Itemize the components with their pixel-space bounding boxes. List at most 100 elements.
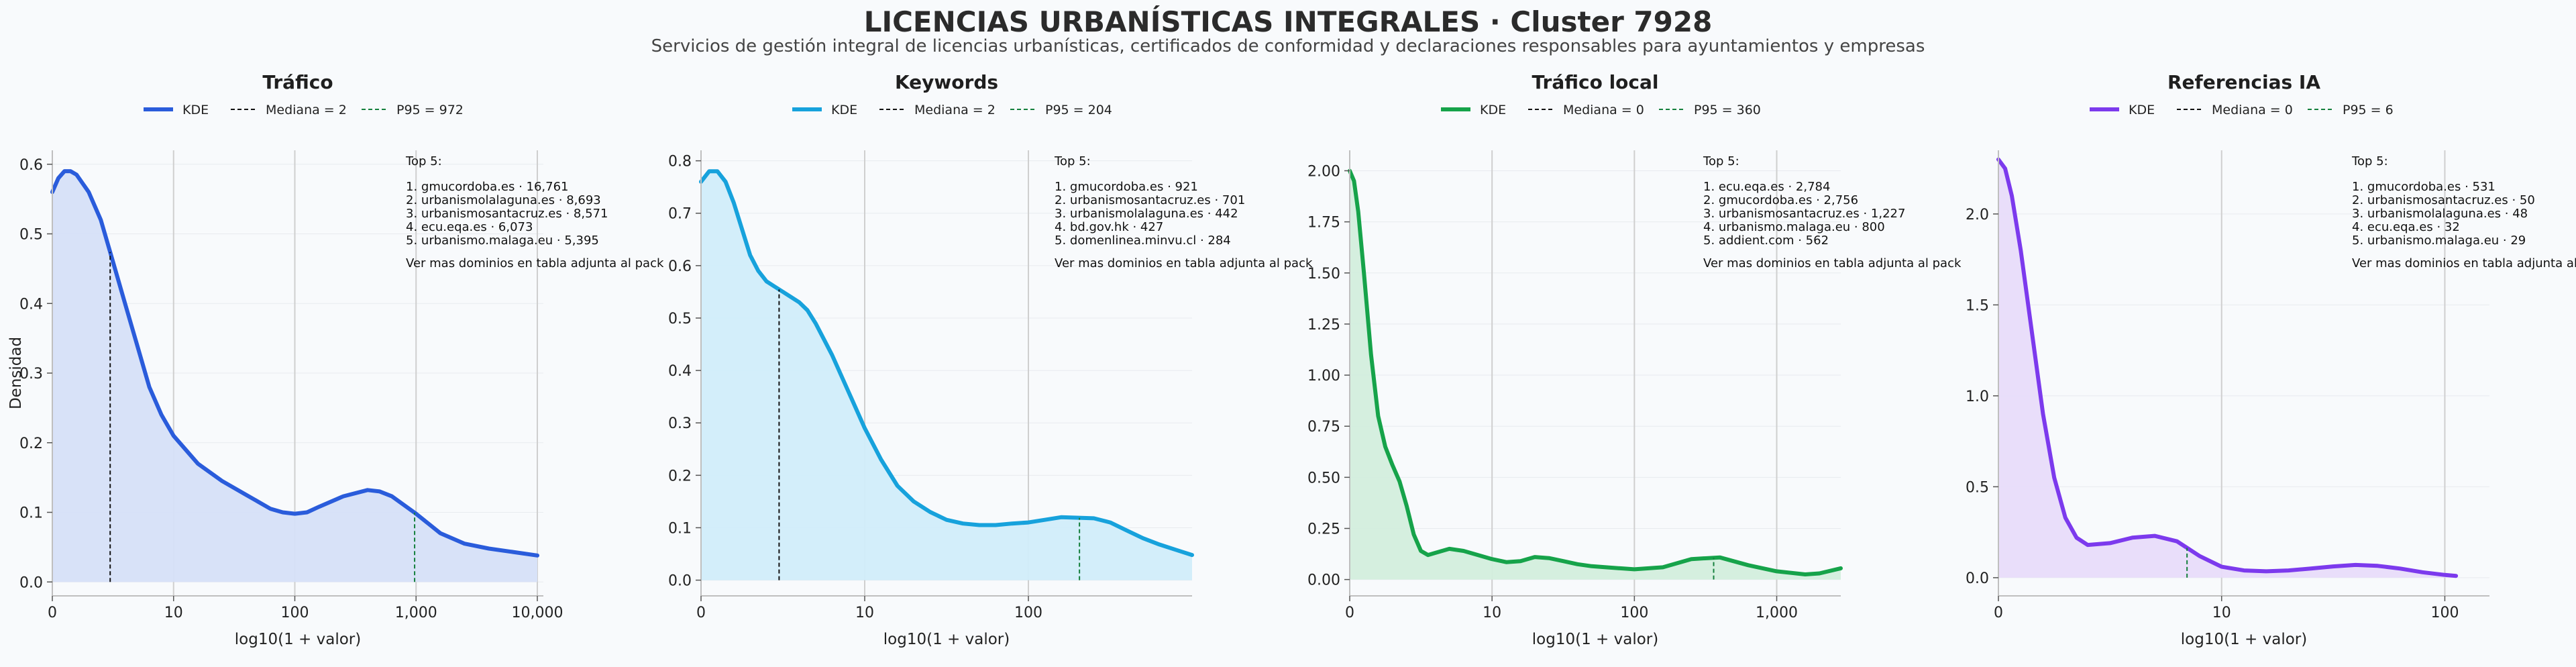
x-tick-label: 10 xyxy=(2212,605,2231,621)
y-tick-label: 0.3 xyxy=(668,415,692,432)
y-tick-label: 0.5 xyxy=(1966,479,1989,496)
top5-title: Top 5: xyxy=(1703,154,1739,168)
top5-item: 3. urbanismolalaguna.es · 48 xyxy=(2352,207,2528,221)
y-tick-label: 0.3 xyxy=(19,366,43,382)
legend-median-label: Mediana = 0 xyxy=(2212,103,2293,117)
top5-item: 3. urbanismosantacruz.es · 1,227 xyxy=(1703,207,1905,221)
top5-item: 2. urbanismosantacruz.es · 701 xyxy=(1055,193,1245,207)
y-tick-label: 0.2 xyxy=(668,468,692,484)
top5-item: 1. gmucordoba.es · 16,761 xyxy=(406,180,568,194)
x-axis-label: log10(1 + valor) xyxy=(883,631,1010,648)
x-tick-label: 10 xyxy=(1483,605,1501,621)
kde-area xyxy=(1350,170,1841,580)
legend: KDE Mediana = 2 P95 = 204 xyxy=(792,103,1112,117)
legend: KDE Mediana = 0 P95 = 360 xyxy=(1441,103,1761,117)
y-tick-label: 0.50 xyxy=(1307,470,1340,486)
x-tick-label: 1,000 xyxy=(1756,605,1798,621)
y-tick-label: 0.7 xyxy=(668,206,692,223)
y-tick-label: 0.1 xyxy=(668,520,692,537)
top5-note: Ver mas dominios en tabla adjunta al pac… xyxy=(406,256,664,270)
chart-1: Tráfico KDE Mediana = 2 P95 = 972 0.0 0.1 0.2 0… xyxy=(7,71,664,648)
top5-item: 5. urbanismo.malaga.eu · 29 xyxy=(2352,234,2526,248)
x-tick-label: 0 xyxy=(1345,605,1354,621)
y-tick-label: 2.0 xyxy=(1966,207,1989,223)
y-tick-label: 0.6 xyxy=(19,157,43,174)
y-tick-label: 0.6 xyxy=(668,258,692,275)
top5-title: Top 5: xyxy=(405,154,442,168)
x-tick-label: 10,000 xyxy=(511,605,563,621)
legend-p95-label: P95 = 204 xyxy=(1045,103,1112,117)
page-title: LICENCIAS URBANÍSTICAS INTEGRALES · Clus… xyxy=(863,5,1713,38)
top5-item: 5. addient.com · 562 xyxy=(1703,234,1829,248)
y-tick-label: 2.00 xyxy=(1307,163,1340,180)
top5-item: 1. ecu.eqa.es · 2,784 xyxy=(1703,180,1830,194)
y-tick-label: 1.00 xyxy=(1307,368,1340,384)
chart-title: Keywords xyxy=(895,71,998,93)
legend-kde-label: KDE xyxy=(1480,103,1506,117)
y-tick-label: 0.5 xyxy=(668,311,692,327)
top5-title: Top 5: xyxy=(1054,154,1091,168)
y-tick-label: 0.8 xyxy=(668,154,692,170)
x-tick-label: 100 xyxy=(2430,605,2459,621)
top5-item: 4. ecu.eqa.es · 6,073 xyxy=(406,220,533,234)
y-tick-label: 0.25 xyxy=(1307,521,1340,537)
y-tick-label: 0.0 xyxy=(1966,570,1989,587)
legend: KDE Mediana = 0 P95 = 6 xyxy=(2090,103,2394,117)
top5-item: 4. urbanismo.malaga.eu · 800 xyxy=(1703,220,1885,234)
legend-p95-label: P95 = 6 xyxy=(2343,103,2394,117)
legend-kde-label: KDE xyxy=(182,103,209,117)
x-tick-label: 1,000 xyxy=(395,605,437,621)
y-tick-label: 0.0 xyxy=(19,574,43,591)
kde-area xyxy=(52,171,537,582)
y-tick-label: 0.5 xyxy=(19,227,43,244)
y-tick-label: 1.50 xyxy=(1307,266,1340,283)
x-tick-label: 0 xyxy=(1994,605,2003,621)
x-tick-label: 100 xyxy=(1620,605,1648,621)
x-axis-label: log10(1 + valor) xyxy=(235,631,361,648)
top5-item: 2. urbanismosantacruz.es · 50 xyxy=(2352,193,2535,207)
top5-item: 2. gmucordoba.es · 2,756 xyxy=(1703,193,1858,207)
kde-line xyxy=(50,169,539,558)
legend-kde-label: KDE xyxy=(2129,103,2155,117)
y-tick-label: 0.1 xyxy=(19,505,43,522)
legend-p95-label: P95 = 360 xyxy=(1694,103,1761,117)
y-tick-label: 1.5 xyxy=(1966,297,1989,314)
top5-item: 1. gmucordoba.es · 531 xyxy=(2352,180,2496,194)
chart-2: Keywords KDE Mediana = 2 P95 = 204 0.0 0.1 0.2… xyxy=(668,71,1313,648)
kde-line xyxy=(1348,168,1843,576)
chart-title: Referencias IA xyxy=(2167,71,2320,93)
x-axis-label: log10(1 + valor) xyxy=(2181,631,2307,648)
y-tick-label: 0.4 xyxy=(19,296,43,313)
top5-title: Top 5: xyxy=(2351,154,2388,168)
x-tick-label: 10 xyxy=(164,605,183,621)
chart-title: Tráfico local xyxy=(1532,71,1659,93)
top5-item: 4. ecu.eqa.es · 32 xyxy=(2352,220,2460,234)
y-tick-label: 0.4 xyxy=(668,363,692,380)
y-tick-label: 1.0 xyxy=(1966,389,1989,405)
x-tick-label: 0 xyxy=(696,605,706,621)
page-subtitle: Servicios de gestión integral de licenci… xyxy=(651,36,1925,56)
y-axis-label: Densidad xyxy=(7,337,25,409)
x-tick-label: 100 xyxy=(280,605,309,621)
x-tick-label: 100 xyxy=(1014,605,1042,621)
x-tick-label: 0 xyxy=(48,605,57,621)
kde-area xyxy=(1998,159,2457,578)
legend-median-label: Mediana = 2 xyxy=(914,103,996,117)
chart-title: Tráfico xyxy=(262,71,333,93)
y-tick-label: 0.00 xyxy=(1307,572,1340,589)
x-tick-label: 10 xyxy=(855,605,874,621)
top5-note: Ver mas dominios en tabla adjunta al pac… xyxy=(1055,256,1313,270)
top5-item: 2. urbanismolalaguna.es · 8,693 xyxy=(406,193,601,207)
y-tick-label: 1.75 xyxy=(1307,215,1340,232)
kde-line xyxy=(1996,157,2459,578)
y-tick-label: 0.0 xyxy=(668,573,692,590)
chart-3: Tráfico local KDE Mediana = 0 P95 = 360 0.00… xyxy=(1307,71,1962,648)
top5-item: 4. bd.gov.hk · 427 xyxy=(1055,220,1163,234)
top5-item: 3. urbanismolalaguna.es · 442 xyxy=(1055,207,1238,221)
kde-line xyxy=(699,169,1194,558)
